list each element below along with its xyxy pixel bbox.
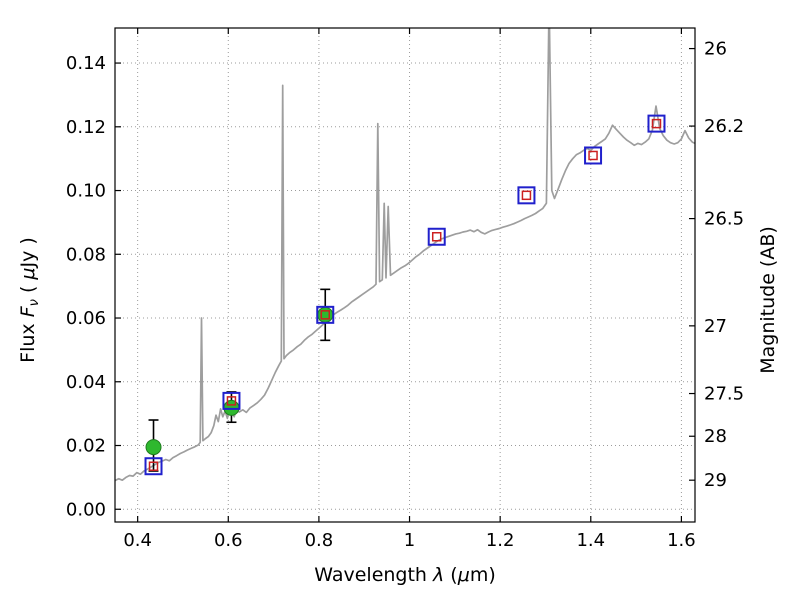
data-layer: [115, 28, 695, 482]
observed-point: [317, 306, 334, 323]
magnitude-tick-label: 28: [704, 426, 727, 447]
model-point-square: [427, 227, 446, 246]
x-tick-label: 0.6: [214, 530, 243, 551]
model-point-square: [647, 114, 666, 133]
y-tick-label: 0.10: [66, 181, 106, 202]
model-point-inner: [431, 232, 442, 242]
magnitude-tick-label: 26.2: [704, 116, 744, 137]
model-point-square: [222, 391, 241, 410]
x-axis-label: Wavelength λ (μm): [314, 564, 495, 586]
x-tick-label: 1: [404, 530, 415, 551]
magnitude-tick-label: 27.5: [704, 384, 744, 405]
y-tick-label: 0.00: [66, 499, 106, 520]
model-point-inner: [226, 396, 237, 406]
magnitude-tick-label: 27: [704, 316, 727, 337]
model-point-square: [144, 457, 163, 476]
magnitude-tick-label: 26: [704, 39, 727, 60]
y-tick-label: 0.08: [66, 244, 106, 265]
marker-layer: [144, 114, 666, 476]
model-point-square: [517, 186, 536, 205]
model-point-square: [316, 305, 335, 324]
x-tick-label: 1.4: [576, 530, 605, 551]
y-tick-label: 0.06: [66, 308, 106, 329]
y-axis-label: Flux Fν ( μJy ): [17, 237, 42, 363]
y-tick-label: 0.12: [66, 117, 106, 138]
y-tick-label: 0.14: [66, 53, 106, 74]
y-tick-label: 0.04: [66, 372, 106, 393]
axes-frame: [114, 27, 696, 523]
magnitude-tick-label: 29: [704, 470, 727, 491]
right-axis-label: Magnitude (AB): [757, 226, 779, 374]
y-tick-label: 0.02: [66, 436, 106, 457]
spectrum-line: [115, 28, 695, 482]
model-point-inner: [148, 461, 159, 471]
model-point-inner: [521, 190, 532, 201]
model-point-square: [584, 146, 603, 165]
axes-layer: [114, 27, 696, 523]
model-point-inner: [320, 310, 330, 320]
model-point-inner: [588, 150, 598, 161]
model-point-inner: [651, 118, 662, 129]
x-tick-label: 0.8: [305, 530, 334, 551]
tick-label-layer: 0.4 0.6 0.8 1 1.2 1.4 1.6 0.00 0.02 0.04 0.06 0.08 0…: [66, 39, 744, 551]
x-tick-label: 1.2: [486, 530, 515, 551]
observed-point: [145, 439, 162, 456]
grid-layer: [115, 28, 695, 522]
x-tick-label: 0.4: [123, 530, 152, 551]
magnitude-tick-label: 26.5: [704, 209, 744, 230]
x-tick-label: 1.6: [667, 530, 696, 551]
